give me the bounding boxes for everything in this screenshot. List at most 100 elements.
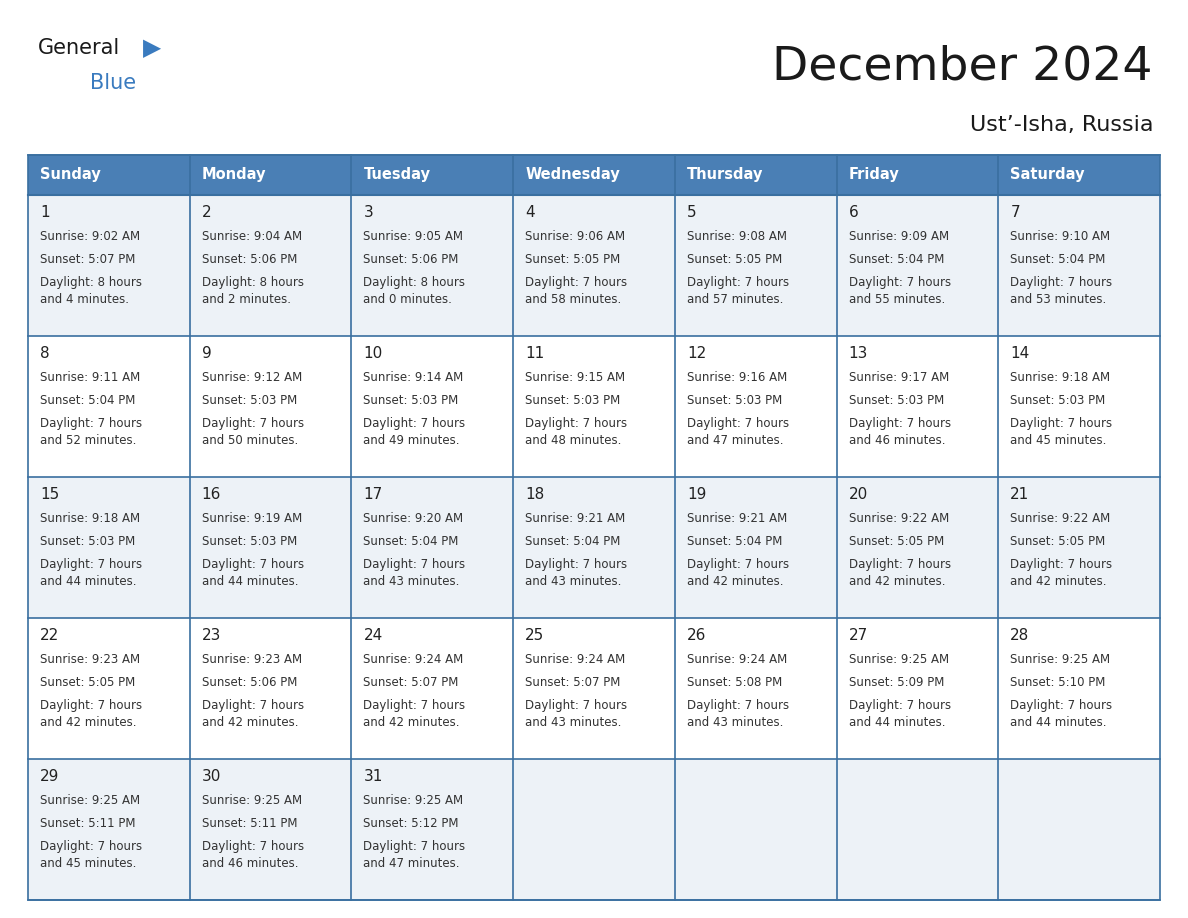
Text: Sunrise: 9:25 AM: Sunrise: 9:25 AM (848, 653, 949, 666)
Text: Sunset: 5:07 PM: Sunset: 5:07 PM (40, 253, 135, 266)
Text: 17: 17 (364, 487, 383, 502)
Text: Sunrise: 9:21 AM: Sunrise: 9:21 AM (525, 512, 625, 525)
Text: Sunset: 5:05 PM: Sunset: 5:05 PM (687, 253, 782, 266)
Text: Sunrise: 9:05 AM: Sunrise: 9:05 AM (364, 230, 463, 243)
Text: Daylight: 7 hours
and 43 minutes.: Daylight: 7 hours and 43 minutes. (364, 558, 466, 588)
Bar (513, 477, 675, 618)
Text: 8: 8 (40, 346, 50, 361)
Bar (998, 336, 1159, 477)
Text: Sunset: 5:06 PM: Sunset: 5:06 PM (202, 253, 297, 266)
Text: Daylight: 8 hours
and 0 minutes.: Daylight: 8 hours and 0 minutes. (364, 276, 466, 306)
Text: 25: 25 (525, 628, 544, 643)
Text: Sunrise: 9:20 AM: Sunrise: 9:20 AM (364, 512, 463, 525)
Text: Sunrise: 9:21 AM: Sunrise: 9:21 AM (687, 512, 788, 525)
Text: Sunset: 5:03 PM: Sunset: 5:03 PM (40, 535, 135, 548)
Text: Blue: Blue (90, 73, 137, 93)
Text: Sunrise: 9:16 AM: Sunrise: 9:16 AM (687, 371, 788, 384)
Bar (675, 759, 836, 900)
Text: Sunset: 5:10 PM: Sunset: 5:10 PM (1010, 676, 1106, 689)
Text: Sunset: 5:11 PM: Sunset: 5:11 PM (40, 817, 135, 830)
Text: 26: 26 (687, 628, 706, 643)
Text: Sunrise: 9:14 AM: Sunrise: 9:14 AM (364, 371, 463, 384)
Text: Sunset: 5:06 PM: Sunset: 5:06 PM (364, 253, 459, 266)
Text: 5: 5 (687, 205, 696, 220)
Text: Sunset: 5:04 PM: Sunset: 5:04 PM (364, 535, 459, 548)
Text: Daylight: 7 hours
and 53 minutes.: Daylight: 7 hours and 53 minutes. (1010, 276, 1112, 306)
Bar (998, 759, 1159, 900)
Text: Sunrise: 9:18 AM: Sunrise: 9:18 AM (40, 512, 140, 525)
Bar (29, 618, 190, 759)
Text: Sunset: 5:12 PM: Sunset: 5:12 PM (364, 817, 459, 830)
Text: Daylight: 7 hours
and 42 minutes.: Daylight: 7 hours and 42 minutes. (202, 699, 304, 729)
Text: Sunset: 5:03 PM: Sunset: 5:03 PM (687, 394, 782, 407)
Text: General: General (38, 38, 120, 58)
Text: Sunset: 5:04 PM: Sunset: 5:04 PM (40, 394, 135, 407)
Text: Daylight: 7 hours
and 42 minutes.: Daylight: 7 hours and 42 minutes. (40, 699, 143, 729)
Text: 29: 29 (40, 769, 59, 784)
Bar (675, 477, 836, 618)
Text: 30: 30 (202, 769, 221, 784)
Bar (675, 195, 836, 336)
Text: Daylight: 8 hours
and 4 minutes.: Daylight: 8 hours and 4 minutes. (40, 276, 143, 306)
Text: Saturday: Saturday (1010, 167, 1085, 183)
Text: Sunrise: 9:12 AM: Sunrise: 9:12 AM (202, 371, 302, 384)
Text: 28: 28 (1010, 628, 1030, 643)
Text: Ust’-Isha, Russia: Ust’-Isha, Russia (969, 115, 1154, 135)
Text: Sunrise: 9:22 AM: Sunrise: 9:22 AM (848, 512, 949, 525)
Text: Sunset: 5:04 PM: Sunset: 5:04 PM (687, 535, 782, 548)
Text: Daylight: 7 hours
and 45 minutes.: Daylight: 7 hours and 45 minutes. (1010, 417, 1112, 447)
Bar (29, 155, 1159, 900)
Text: Sunrise: 9:23 AM: Sunrise: 9:23 AM (40, 653, 140, 666)
Text: Sunrise: 9:06 AM: Sunrise: 9:06 AM (525, 230, 625, 243)
Text: 15: 15 (40, 487, 59, 502)
Text: Sunset: 5:03 PM: Sunset: 5:03 PM (1010, 394, 1106, 407)
Text: Sunset: 5:09 PM: Sunset: 5:09 PM (848, 676, 944, 689)
Text: 22: 22 (40, 628, 59, 643)
Text: 14: 14 (1010, 346, 1030, 361)
Bar (352, 336, 513, 477)
Text: December 2024: December 2024 (772, 45, 1154, 90)
Text: Daylight: 7 hours
and 47 minutes.: Daylight: 7 hours and 47 minutes. (364, 840, 466, 870)
Bar (836, 336, 998, 477)
Text: Daylight: 7 hours
and 48 minutes.: Daylight: 7 hours and 48 minutes. (525, 417, 627, 447)
Text: Sunrise: 9:24 AM: Sunrise: 9:24 AM (525, 653, 625, 666)
Bar (513, 759, 675, 900)
Text: Daylight: 7 hours
and 46 minutes.: Daylight: 7 hours and 46 minutes. (202, 840, 304, 870)
Text: 13: 13 (848, 346, 868, 361)
Bar (352, 195, 513, 336)
Text: Sunset: 5:03 PM: Sunset: 5:03 PM (202, 535, 297, 548)
Text: 27: 27 (848, 628, 867, 643)
Text: 19: 19 (687, 487, 706, 502)
Text: Sunday: Sunday (40, 167, 101, 183)
Text: 9: 9 (202, 346, 211, 361)
Text: Sunrise: 9:17 AM: Sunrise: 9:17 AM (848, 371, 949, 384)
Text: 10: 10 (364, 346, 383, 361)
Text: 16: 16 (202, 487, 221, 502)
Text: Sunrise: 9:25 AM: Sunrise: 9:25 AM (364, 794, 463, 807)
Text: Sunset: 5:07 PM: Sunset: 5:07 PM (525, 676, 620, 689)
Bar (29, 155, 1159, 195)
Text: Daylight: 7 hours
and 44 minutes.: Daylight: 7 hours and 44 minutes. (1010, 699, 1112, 729)
Text: Tuesday: Tuesday (364, 167, 430, 183)
Text: 23: 23 (202, 628, 221, 643)
Bar (190, 477, 352, 618)
Bar (513, 336, 675, 477)
Text: Daylight: 7 hours
and 46 minutes.: Daylight: 7 hours and 46 minutes. (848, 417, 950, 447)
Bar (836, 195, 998, 336)
Text: Sunset: 5:05 PM: Sunset: 5:05 PM (848, 535, 943, 548)
Bar (836, 618, 998, 759)
Text: Sunrise: 9:10 AM: Sunrise: 9:10 AM (1010, 230, 1111, 243)
Text: Daylight: 7 hours
and 50 minutes.: Daylight: 7 hours and 50 minutes. (202, 417, 304, 447)
Text: Sunset: 5:04 PM: Sunset: 5:04 PM (1010, 253, 1106, 266)
Text: Friday: Friday (848, 167, 899, 183)
Text: Sunrise: 9:08 AM: Sunrise: 9:08 AM (687, 230, 786, 243)
Text: 1: 1 (40, 205, 50, 220)
Text: Sunrise: 9:25 AM: Sunrise: 9:25 AM (40, 794, 140, 807)
Text: 6: 6 (848, 205, 858, 220)
Text: Daylight: 7 hours
and 55 minutes.: Daylight: 7 hours and 55 minutes. (848, 276, 950, 306)
Text: Sunrise: 9:23 AM: Sunrise: 9:23 AM (202, 653, 302, 666)
Text: Sunset: 5:08 PM: Sunset: 5:08 PM (687, 676, 782, 689)
Bar (29, 195, 190, 336)
Text: 21: 21 (1010, 487, 1030, 502)
Text: Sunset: 5:03 PM: Sunset: 5:03 PM (848, 394, 943, 407)
